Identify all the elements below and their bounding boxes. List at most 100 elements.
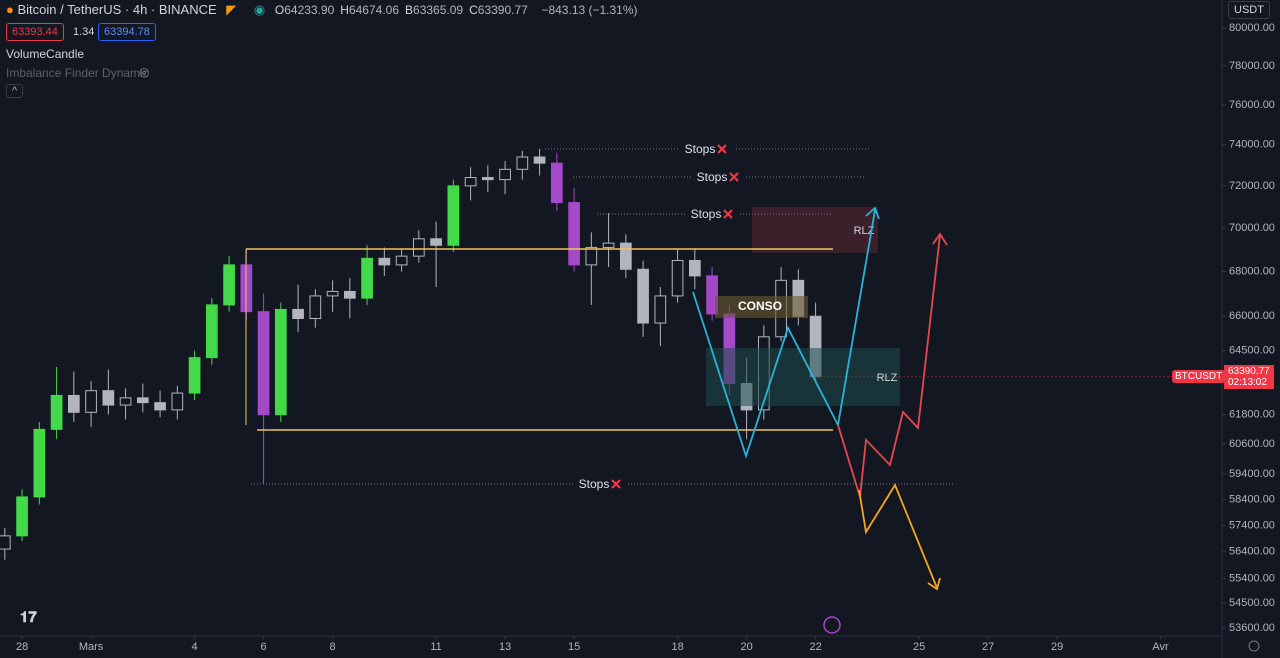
- buy-button[interactable]: 63394.78: [98, 23, 156, 41]
- candle-body: [481, 177, 494, 181]
- x-tick-label: 20: [740, 641, 752, 653]
- candle-body: [654, 295, 667, 324]
- ohlc-value: 63365.09: [413, 3, 464, 17]
- stops-lines: [251, 148, 953, 485]
- arrow-head: [932, 232, 948, 246]
- x-tick-label: 27: [982, 641, 994, 653]
- y-tick-label: 60600.00: [1229, 438, 1275, 450]
- candle-body: [102, 390, 115, 406]
- change: −843.13 (−1.31%): [541, 3, 638, 17]
- candle-body: [688, 260, 701, 277]
- hide-icon[interactable]: ◎: [139, 65, 150, 79]
- candle-body: [136, 397, 149, 404]
- flash-icon[interactable]: [823, 616, 841, 634]
- arrow-head: [927, 577, 941, 591]
- candle-body: [85, 390, 97, 413]
- y-tick-label: 80000.00: [1229, 22, 1275, 34]
- zone-label: RLZ: [877, 372, 898, 384]
- settings-icon[interactable]: [1248, 640, 1260, 652]
- indicator[interactable]: Imbalance Finder Dynamic: [6, 66, 149, 80]
- y-tick-label: 55400.00: [1229, 572, 1275, 584]
- ohlc-value: 64233.90: [284, 3, 335, 17]
- ohlc-value: 63390.77: [477, 3, 528, 17]
- candle-body: [619, 242, 632, 270]
- drawings: RLZ RLZ CONSO Stops Stops Stops Stops: [245, 142, 953, 591]
- y-tick-label: 58400.00: [1229, 493, 1275, 505]
- candle-body: [223, 264, 235, 306]
- x-tick-label: 4: [192, 641, 198, 653]
- candle-body: [602, 242, 615, 248]
- stops-label: Stops: [685, 142, 716, 156]
- y-tick-label: 76000.00: [1229, 99, 1275, 111]
- candle-body: [154, 402, 166, 411]
- sell-button[interactable]: 63393.44: [6, 23, 64, 41]
- candle-body: [533, 156, 546, 164]
- candle-body: [568, 202, 580, 266]
- ohlc-value: 64674.06: [348, 3, 400, 17]
- candle-body: [671, 260, 684, 297]
- y-tick-label: 64500.00: [1229, 345, 1275, 357]
- price-tag: 63390.77 02:13:02: [1224, 364, 1274, 389]
- stops-label: Stops: [579, 477, 610, 491]
- ohlc-label: H: [340, 3, 349, 17]
- y-tick-label: 53600.00: [1229, 622, 1275, 634]
- ohlc-label: B: [405, 3, 414, 17]
- spread: 1.34: [73, 26, 95, 38]
- candle-body: [706, 275, 718, 315]
- x-tick-label: Avr: [1152, 641, 1169, 653]
- candle-body: [50, 394, 63, 430]
- y-tick-label: 54500.00: [1229, 597, 1275, 609]
- x-tick-label: 25: [913, 641, 925, 653]
- candle-body: [637, 268, 649, 324]
- indicator[interactable]: VolumeCandle: [6, 47, 85, 61]
- currency[interactable]: USDT: [1228, 1, 1270, 19]
- candle-body: [430, 238, 442, 246]
- axes: 80000.00 78000.00 76000.00 74000.00 72000.00…: [16, 22, 1275, 653]
- candle-body: [464, 177, 477, 187]
- candle-body: [499, 168, 511, 181]
- zone: [752, 207, 878, 253]
- candle-body: [326, 290, 339, 297]
- y-tick-label: 61800.00: [1229, 409, 1275, 421]
- candle-body: [257, 311, 270, 416]
- x-tick-label: 11: [430, 641, 441, 653]
- x-tick-label: 22: [809, 641, 821, 653]
- candle-body: [550, 162, 563, 204]
- scenario-path: [858, 483, 938, 589]
- ohlc-label: O: [274, 3, 285, 17]
- zone: [715, 296, 808, 318]
- candle-body: [188, 357, 201, 394]
- candle-body: [33, 428, 46, 498]
- candles: [0, 148, 1222, 560]
- arrow-head: [865, 206, 880, 220]
- x-tick-label: 8: [330, 641, 336, 653]
- ohlc-label: C: [469, 3, 478, 17]
- y-tick-label: 78000.00: [1229, 60, 1275, 72]
- y-tick-label: 70000.00: [1229, 222, 1275, 234]
- x-tick-label: 29: [1051, 641, 1063, 653]
- candle-body: [378, 257, 391, 266]
- x-tick-label: Mars: [79, 641, 104, 653]
- candle-body: [412, 238, 425, 257]
- cross-icons: [611, 144, 739, 489]
- x-tick-label: 13: [499, 641, 511, 653]
- flag-icon: ◤: [226, 2, 237, 17]
- candle-body: [205, 304, 218, 359]
- candle-body: [343, 290, 356, 299]
- zone-label: CONSO: [738, 299, 782, 313]
- symbol-title: Bitcoin / TetherUS · 4h · BINANCE: [17, 2, 217, 17]
- candle-body: [171, 392, 184, 411]
- candle-body: [585, 246, 598, 266]
- candle-body: [516, 156, 529, 170]
- stops-label: Stops: [697, 170, 728, 184]
- x-tick-label: 28: [16, 641, 28, 653]
- y-tick-label: 74000.00: [1229, 139, 1275, 151]
- candle-body: [16, 496, 28, 537]
- x-tick-label: 6: [261, 641, 267, 653]
- timer: 02:13:02: [1228, 376, 1267, 388]
- zone-label: RLZ: [854, 225, 875, 237]
- legend-row: ● Bitcoin / TetherUS · 4h · BINANCE ◤ ◉ …: [6, 2, 638, 18]
- collapse-button[interactable]: ^: [6, 84, 24, 98]
